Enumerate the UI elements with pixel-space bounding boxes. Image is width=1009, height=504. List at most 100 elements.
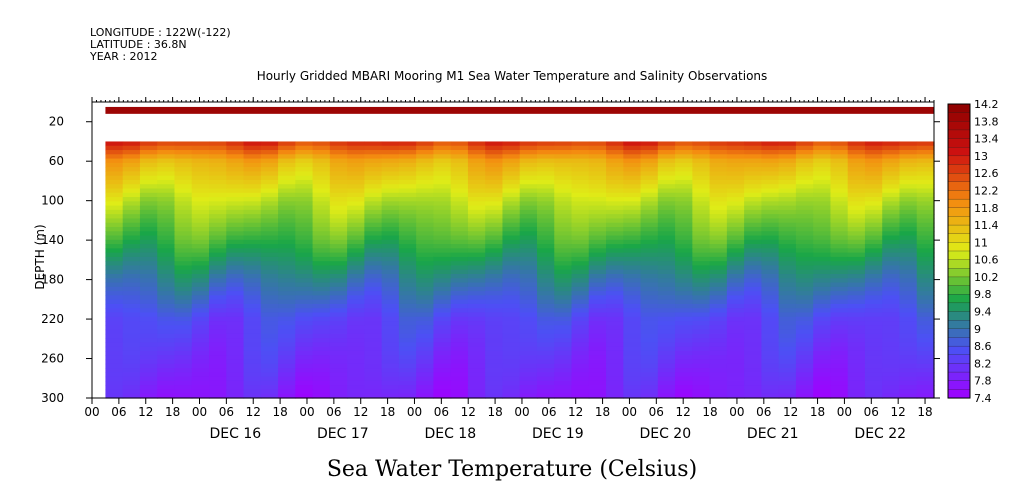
temperature-cell xyxy=(243,303,262,309)
temperature-cell xyxy=(571,171,590,177)
temperature-cell xyxy=(692,350,711,356)
temperature-cell xyxy=(899,162,918,168)
temperature-cell xyxy=(916,171,935,177)
temperature-cell xyxy=(122,350,141,356)
temperature-cell xyxy=(571,338,590,344)
temperature-cell xyxy=(588,184,607,190)
temperature-cell xyxy=(226,291,245,296)
temperature-cell xyxy=(191,205,210,211)
temperature-cell xyxy=(795,244,814,249)
temperature-cell xyxy=(191,282,210,288)
temperature-cell xyxy=(709,363,728,369)
temperature-cell xyxy=(260,278,279,284)
temperature-cell xyxy=(623,265,642,271)
temperature-cell xyxy=(675,295,693,301)
temperature-cell xyxy=(536,184,555,190)
temperature-cell xyxy=(467,376,486,382)
temperature-cell xyxy=(778,192,797,198)
temperature-cell xyxy=(795,188,814,194)
temperature-cell xyxy=(485,282,504,288)
temperature-cell xyxy=(657,376,676,382)
temperature-cell xyxy=(226,308,245,314)
temperature-cell xyxy=(692,201,711,207)
temperature-cell xyxy=(485,278,504,284)
temperature-cell xyxy=(139,175,158,181)
temperature-cell xyxy=(433,372,452,378)
temperature-cell xyxy=(899,363,918,369)
temperature-cell xyxy=(675,308,693,314)
temperature-cell xyxy=(433,368,452,373)
temperature-cell xyxy=(657,167,676,172)
temperature-cell xyxy=(795,261,814,267)
temperature-cell xyxy=(640,209,659,215)
temperature-cell xyxy=(692,385,711,391)
x-tick-label: 06 xyxy=(434,405,449,419)
temperature-cell xyxy=(122,376,141,382)
temperature-cell xyxy=(795,312,814,318)
temperature-cell xyxy=(761,226,780,232)
temperature-cell xyxy=(260,303,279,309)
temperature-cell xyxy=(122,252,141,258)
temperature-cell xyxy=(260,209,279,215)
colorbar-label: 11 xyxy=(974,236,988,249)
temperature-cell xyxy=(882,295,901,301)
temperature-cell xyxy=(381,312,400,318)
temperature-cell xyxy=(761,231,780,237)
temperature-cell xyxy=(606,274,624,279)
temperature-cell xyxy=(243,329,262,335)
temperature-cell xyxy=(761,201,780,207)
temperature-cell xyxy=(157,141,176,147)
temperature-cell xyxy=(416,171,435,177)
temperature-cell xyxy=(502,333,521,339)
temperature-cell xyxy=(882,222,901,228)
temperature-cell xyxy=(226,303,245,309)
temperature-cell xyxy=(416,214,435,220)
temperature-cell xyxy=(554,201,573,207)
temperature-cell xyxy=(209,218,227,224)
temperature-cell xyxy=(916,205,935,211)
temperature-cell xyxy=(709,145,728,151)
temperature-cell xyxy=(209,192,227,198)
x-tick-label: 18 xyxy=(380,405,395,419)
temperature-cell xyxy=(433,179,452,185)
temperature-cell xyxy=(536,145,555,151)
temperature-cell xyxy=(795,171,814,177)
temperature-cell xyxy=(174,231,193,237)
temperature-cell xyxy=(640,338,659,344)
temperature-cell xyxy=(329,201,348,207)
temperature-cell xyxy=(139,269,158,275)
temperature-cell xyxy=(243,222,262,228)
temperature-cell xyxy=(519,350,538,356)
temperature-cell xyxy=(623,239,642,245)
temperature-cell xyxy=(139,278,158,284)
temperature-cell xyxy=(433,167,452,172)
temperature-cell xyxy=(174,141,193,147)
temperature-cell xyxy=(174,299,193,305)
temperature-cell xyxy=(709,167,728,172)
temperature-cell xyxy=(916,393,935,399)
x-tick-label: 18 xyxy=(702,405,717,419)
temperature-cell xyxy=(675,368,693,373)
temperature-cell xyxy=(571,295,590,301)
temperature-cell xyxy=(830,162,849,168)
temperature-cell xyxy=(571,299,590,305)
temperature-cell xyxy=(502,239,521,245)
temperature-cell xyxy=(588,291,607,296)
temperature-cell xyxy=(139,286,158,292)
temperature-cell xyxy=(295,141,314,147)
temperature-cell xyxy=(295,261,314,267)
temperature-cell xyxy=(571,282,590,288)
temperature-cell xyxy=(312,239,331,245)
temperature-cell xyxy=(882,192,901,198)
temperature-cell xyxy=(726,261,745,267)
colorbar-label: 13.8 xyxy=(974,115,999,128)
temperature-cell xyxy=(882,201,901,207)
temperature-cell xyxy=(278,209,296,215)
temperature-cell xyxy=(813,197,832,202)
temperature-cell xyxy=(571,393,590,399)
temperature-cell xyxy=(260,141,279,147)
temperature-cell xyxy=(329,274,348,279)
temperature-cell xyxy=(312,329,331,335)
temperature-cell xyxy=(295,350,314,356)
temperature-cell xyxy=(744,372,762,378)
